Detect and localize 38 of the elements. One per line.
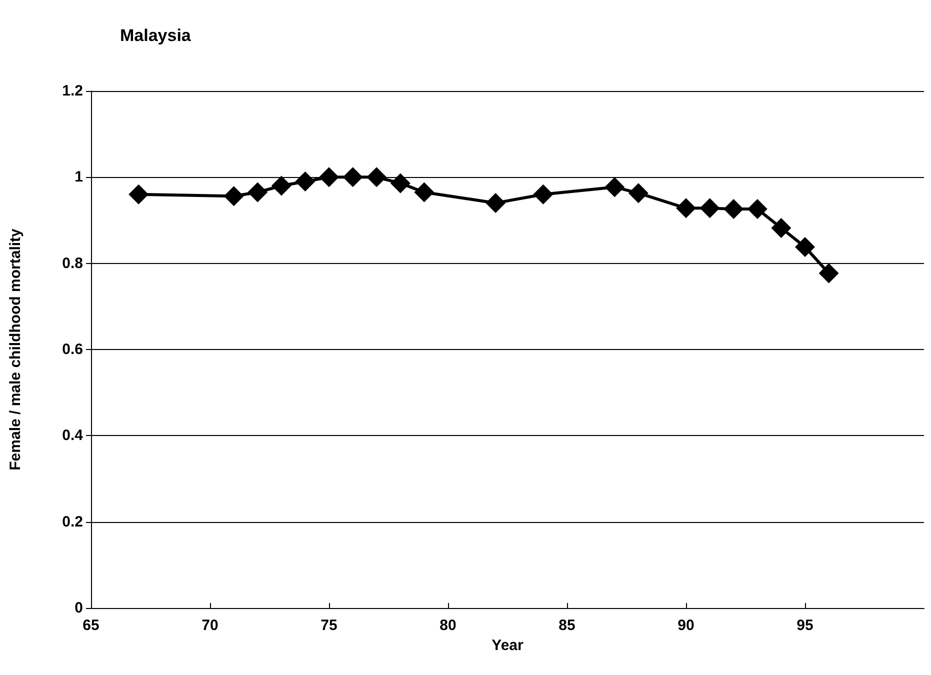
point — [390, 173, 410, 194]
point — [342, 167, 363, 188]
chart-title: Malaysia — [120, 26, 192, 45]
point — [319, 167, 339, 188]
y-tick-label: 0.4 — [62, 427, 84, 444]
x-tick-label: 90 — [678, 617, 694, 634]
y-tick-label: 0.2 — [62, 513, 83, 530]
x-tick-label: 95 — [796, 617, 814, 634]
point — [414, 182, 434, 202]
y-tick-label: 0.8 — [62, 254, 83, 272]
point — [700, 198, 720, 218]
x-tick-label: 65 — [82, 617, 100, 634]
y-tick-label: 0 — [74, 600, 83, 616]
point — [771, 218, 792, 238]
x-tick-label: 85 — [558, 617, 576, 634]
point — [604, 177, 625, 198]
y-tick-label: 0.6 — [62, 341, 83, 358]
point — [818, 263, 839, 284]
point — [724, 199, 744, 220]
point — [271, 176, 292, 196]
y-axis-title: Female / male childhood mortality — [7, 228, 24, 470]
x-tick-label: 75 — [320, 617, 338, 634]
point — [366, 167, 387, 188]
x-tick-label: 80 — [440, 617, 456, 634]
y-tick-label: 1.2 — [62, 82, 83, 100]
y-tick-label: 1 — [74, 168, 83, 186]
point — [224, 186, 244, 206]
point — [128, 184, 149, 204]
point — [747, 199, 768, 220]
point — [676, 198, 696, 218]
point — [248, 182, 268, 202]
x-axis-title: Year — [492, 636, 524, 654]
point — [795, 236, 815, 257]
point — [486, 193, 506, 214]
x-tick-label: 70 — [202, 617, 218, 634]
point — [533, 184, 554, 204]
point — [295, 171, 316, 192]
point — [628, 183, 648, 204]
